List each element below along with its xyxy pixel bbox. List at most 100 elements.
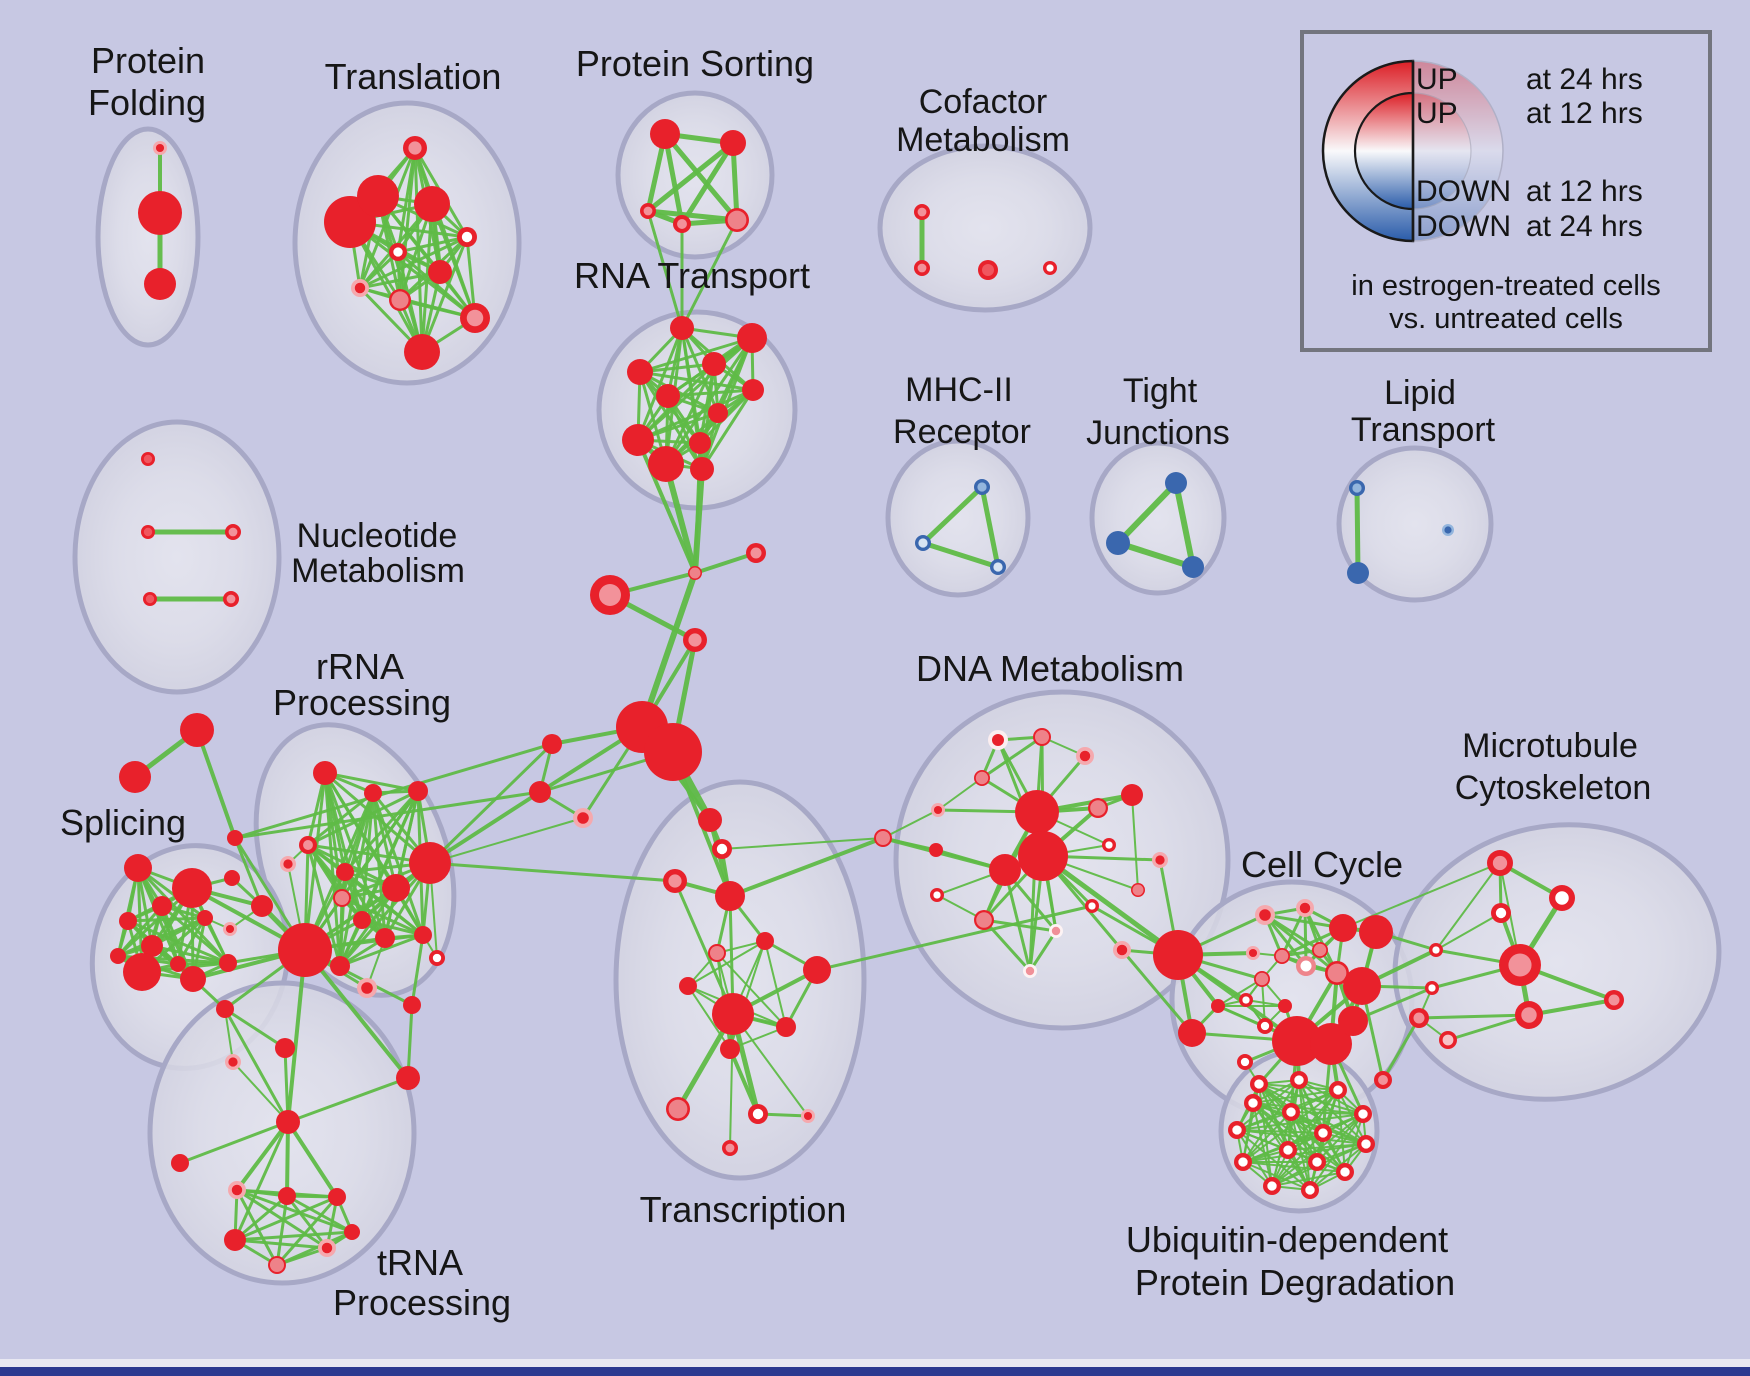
network-node-rt2 — [737, 323, 767, 353]
network-node-center-lp3 — [1444, 526, 1452, 534]
legend-caption-line2: vs. untreated cells — [1389, 303, 1623, 335]
network-node-center-t1 — [408, 141, 422, 155]
network-node-center-dn5 — [933, 805, 943, 815]
network-edge — [233, 1238, 329, 1250]
network-node-center-tc3 — [668, 874, 682, 888]
legend-row-up24-time: at 24 hrs — [1526, 63, 1643, 96]
network-node-center-cc12 — [1242, 996, 1250, 1004]
network-edge — [275, 1194, 289, 1267]
network-edge — [233, 1194, 289, 1242]
network-node-center-mh1 — [977, 482, 987, 492]
network-node-tc10 — [776, 1017, 796, 1037]
cluster-label: Protein Degradation — [1135, 1262, 1455, 1303]
network-edge — [1131, 794, 1139, 891]
network-edge — [764, 940, 787, 1028]
cluster-label: Transcription — [640, 1189, 847, 1230]
cluster-label: Nucleotide — [297, 517, 458, 555]
network-node-center-ub14 — [1283, 1145, 1293, 1155]
network-edge — [1263, 913, 1308, 968]
network-node-center-tc2 — [716, 843, 728, 855]
network-node-cc3 — [1329, 914, 1357, 942]
network-node-center-rr5 — [283, 859, 293, 869]
network-edge — [178, 1120, 290, 1165]
network-edge — [343, 789, 420, 874]
network-node-lp2 — [1347, 562, 1369, 584]
network-node-rr8 — [409, 842, 451, 884]
network-node-center-nm4 — [145, 594, 155, 604]
network-node-center-mt5 — [1508, 953, 1532, 977]
cluster-label: Microtubule — [1462, 727, 1638, 765]
network-edge — [662, 131, 740, 223]
cluster-label: Cytoskeleton — [1455, 769, 1652, 807]
network-node-tn5 — [328, 1188, 346, 1206]
network-edge — [1236, 1129, 1311, 1191]
network-edge — [815, 904, 1094, 972]
network-node-center-tn7 — [321, 1242, 333, 1254]
cluster-label: Cell Cycle — [1241, 844, 1403, 885]
network-edge — [286, 948, 307, 1124]
network-edge — [338, 861, 432, 968]
network-node-center-nm1 — [143, 454, 153, 464]
network-node-sp15 — [216, 1000, 234, 1018]
network-node-rr7 — [382, 874, 410, 902]
cluster-label: Translation — [325, 56, 502, 97]
network-edge — [679, 140, 736, 227]
network-node-tc5 — [756, 932, 774, 950]
network-node-sp2 — [172, 868, 212, 908]
network-edge — [1236, 1129, 1324, 1134]
legend-row-down24-time: at 24 hrs — [1526, 210, 1643, 243]
network-node-rr18 — [396, 1066, 420, 1090]
network-edge — [420, 235, 469, 354]
network-node-center-tn3 — [231, 1184, 243, 1196]
network-edge — [275, 1195, 339, 1267]
network-node-cc15 — [1272, 1016, 1322, 1066]
network-edge — [303, 948, 410, 1080]
network-node-rr3 — [408, 781, 428, 801]
network-node-center-cc21 — [1378, 1075, 1388, 1085]
network-node-tn1 — [276, 1110, 300, 1134]
network-node-center-ps5 — [727, 210, 747, 230]
network-node-center-lm3 — [577, 812, 589, 824]
network-node-center-tc14 — [803, 1111, 813, 1121]
network-node-center-ub3 — [1333, 1085, 1343, 1095]
network-node-dn21 — [1153, 930, 1203, 980]
network-edge — [150, 944, 230, 965]
network-node-center-ub13 — [1318, 1128, 1328, 1138]
network-node-ps1 — [650, 119, 680, 149]
network-edge — [1298, 1079, 1311, 1191]
cluster-ellipse-cofactor-metabolism — [877, 143, 1093, 313]
network-node-center-dn19 — [1116, 944, 1128, 956]
network-edge — [646, 209, 684, 330]
network-node-center-dn18 — [1132, 884, 1144, 896]
network-node-sp12 — [123, 953, 161, 991]
cluster-label: RNA Transport — [574, 255, 810, 296]
network-node-tc1 — [698, 808, 722, 832]
network-node-sp8 — [141, 935, 163, 957]
network-edge — [136, 866, 230, 965]
network-edge — [920, 540, 1001, 570]
network-node-tri1 — [180, 713, 214, 747]
network-node-center-cf1 — [917, 207, 927, 217]
legend-row-down12-time: at 12 hrs — [1526, 175, 1643, 208]
network-node-dn9 — [989, 854, 1021, 886]
network-edge — [1303, 906, 1339, 975]
network-edge — [343, 870, 387, 940]
network-node-center-ub7 — [1305, 1185, 1315, 1195]
network-node-center-ub8 — [1267, 1181, 1277, 1191]
network-node-tc7 — [679, 977, 697, 995]
network-node-center-t9 — [391, 291, 409, 309]
network-edge — [223, 1007, 287, 1050]
legend-inner-left-half — [1353, 91, 1415, 211]
network-node-center-cn2 — [750, 547, 762, 559]
network-node-center-mt1 — [1492, 855, 1508, 871]
network-edge — [1236, 1129, 1367, 1145]
network-node-tc11 — [720, 1039, 740, 1059]
network-node-tj1 — [1165, 472, 1187, 494]
network-node-center-cn1 — [689, 567, 701, 579]
network-node-center-ub15 — [1312, 1157, 1322, 1167]
network-edge — [1290, 1111, 1346, 1173]
network-edge — [1435, 862, 1501, 951]
network-edge — [223, 1007, 290, 1124]
network-node-center-mt7 — [1413, 1012, 1425, 1024]
